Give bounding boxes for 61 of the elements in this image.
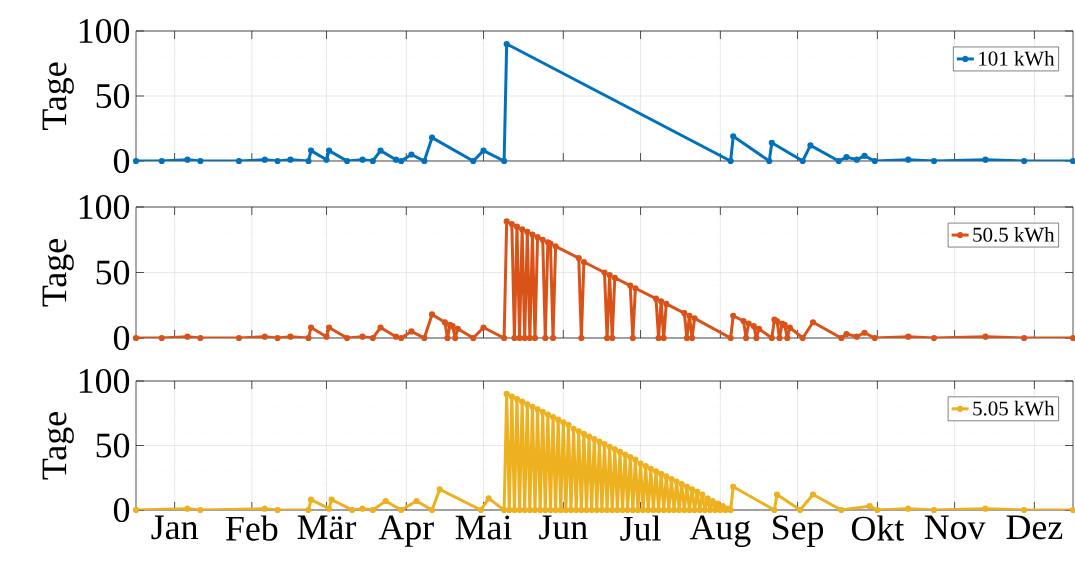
point — [905, 156, 912, 163]
point — [323, 156, 330, 163]
x-tick-label: Nov — [924, 515, 986, 540]
point — [843, 154, 850, 161]
point — [799, 157, 806, 165]
x-tick-label: Mär — [297, 515, 357, 540]
y-tick-label: 100 — [79, 368, 130, 394]
x-tick-label: Sep — [773, 515, 824, 547]
point — [853, 156, 860, 163]
y-axis-title: Tage — [42, 239, 74, 307]
y-tick-label: 100 — [79, 18, 130, 44]
point — [982, 156, 989, 163]
point — [305, 157, 312, 165]
x-tick-label: Apr — [378, 515, 434, 547]
point — [1021, 157, 1028, 165]
y-tick-label: 50 — [96, 260, 130, 285]
x-tick-label: Jun — [539, 515, 588, 540]
point — [480, 147, 487, 154]
point — [307, 147, 315, 154]
x-tick-label: Aug — [689, 515, 751, 547]
y-axis-title: Tage — [42, 62, 74, 130]
point — [287, 156, 294, 163]
x-tick-label: Jan — [151, 515, 198, 540]
point — [503, 40, 510, 48]
x-tick-label: Jul — [620, 515, 661, 541]
point — [470, 157, 477, 165]
point — [343, 157, 351, 165]
y-tick-label: 100 — [79, 194, 130, 220]
point — [730, 133, 737, 140]
y-tick-label: 0 — [113, 148, 130, 174]
legend-label: 50.5 kWh — [973, 227, 1055, 242]
x-tick-label: Okt — [851, 515, 905, 541]
point — [377, 147, 384, 154]
point — [421, 157, 428, 165]
point — [392, 156, 400, 163]
point — [359, 156, 366, 163]
legend-label: 5.05 kWh — [973, 400, 1055, 416]
y-tick-label: 50 — [96, 433, 130, 458]
point — [930, 157, 938, 165]
y-tick-label: 50 — [96, 83, 130, 109]
point — [871, 157, 878, 165]
point — [727, 157, 734, 165]
point — [398, 157, 405, 165]
point — [835, 157, 842, 165]
y-tick-label: 0 — [113, 497, 130, 523]
x-tick-label: Dez — [1006, 515, 1063, 540]
point — [807, 142, 814, 149]
y-axis-title: Tage — [42, 412, 74, 480]
point — [861, 152, 868, 159]
point — [325, 147, 333, 154]
point — [501, 157, 508, 165]
point — [768, 139, 775, 146]
x-tick-label: Feb — [225, 515, 278, 541]
point — [766, 157, 773, 165]
x-tick-label: Mai — [455, 515, 512, 540]
y-tick-label: 0 — [113, 325, 130, 351]
legend-label: 101 kWh — [979, 50, 1055, 66]
point — [1069, 157, 1075, 165]
point — [369, 157, 376, 165]
point — [408, 151, 415, 158]
point — [428, 134, 436, 141]
